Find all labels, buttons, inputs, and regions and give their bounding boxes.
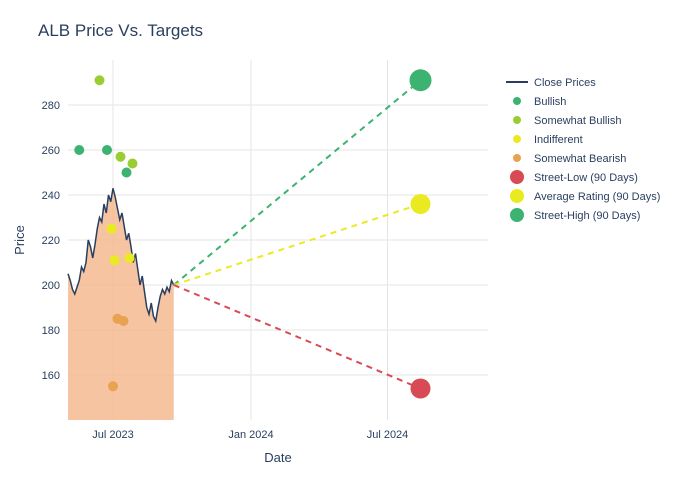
legend-label: Street-High (90 Days) xyxy=(534,210,640,222)
legend-swatch-dot xyxy=(513,97,521,105)
scatter-bullish xyxy=(122,168,132,178)
legend-label: Average Rating (90 Days) xyxy=(534,191,660,203)
y-tick-label: 200 xyxy=(42,280,60,292)
legend-label: Close Prices xyxy=(534,77,596,89)
legend-label: Street-Low (90 Days) xyxy=(534,172,638,184)
y-tick-label: 220 xyxy=(42,235,60,247)
x-axis-label: Date xyxy=(264,450,291,465)
legend-swatch-dot xyxy=(513,154,521,162)
y-tick-label: 180 xyxy=(42,325,60,337)
scatter-somewhat-bearish xyxy=(113,314,123,324)
scatter-indifferent xyxy=(107,224,117,234)
scatter-somewhat-bullish xyxy=(95,75,105,85)
chart-title: ALB Price Vs. Targets xyxy=(38,21,203,40)
y-tick-label: 160 xyxy=(42,370,60,382)
legend-swatch-dot xyxy=(513,116,521,124)
legend-swatch-dot xyxy=(510,189,524,203)
scatter-somewhat-bullish xyxy=(116,152,126,162)
price-targets-chart: ALB Price Vs. Targets 160 180 200 220 240 260 2… xyxy=(0,0,700,500)
legend-label: Somewhat Bullish xyxy=(534,115,621,127)
scatter-indifferent xyxy=(110,255,120,265)
scatter-somewhat-bearish xyxy=(108,381,118,391)
y-tick-label: 280 xyxy=(42,100,60,112)
y-tick-label: 260 xyxy=(42,145,60,157)
scatter-somewhat-bullish xyxy=(128,159,138,169)
x-tick-label: Jul 2023 xyxy=(92,429,134,441)
x-tick-label: Jul 2024 xyxy=(367,429,409,441)
scatter-indifferent xyxy=(125,253,135,263)
scatter-bullish xyxy=(74,145,84,155)
legend-label: Indifferent xyxy=(534,134,583,146)
legend-label: Somewhat Bearish xyxy=(534,153,626,165)
legend-swatch-dot xyxy=(510,208,524,222)
scatter-bullish xyxy=(102,145,112,155)
x-tick-label: Jan 2024 xyxy=(228,429,273,441)
legend-swatch-dot xyxy=(510,170,524,184)
target-marker-street-high xyxy=(410,69,432,91)
legend-swatch-dot xyxy=(513,135,521,143)
y-axis-label: Price xyxy=(12,225,27,255)
target-marker-street-low xyxy=(411,379,431,399)
target-marker-average xyxy=(411,194,431,214)
y-tick-label: 240 xyxy=(42,190,60,202)
legend-label: Bullish xyxy=(534,96,566,108)
